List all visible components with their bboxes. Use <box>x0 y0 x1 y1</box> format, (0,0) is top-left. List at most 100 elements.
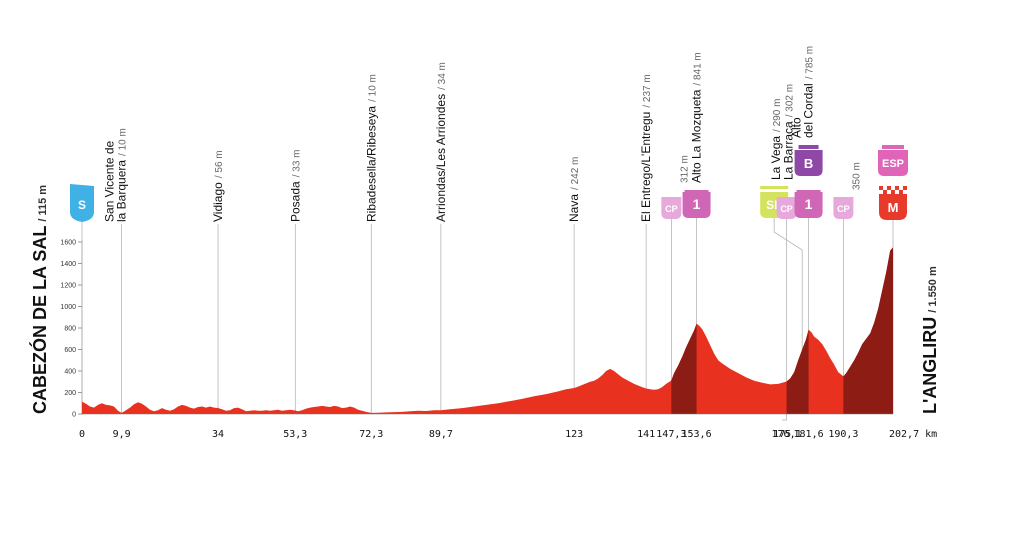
waypoint-name: El Entrego/L'Entregu <box>639 112 653 222</box>
waypoint-name: Nava <box>567 194 581 222</box>
start-badge: S <box>70 184 94 222</box>
y-tick-label: 400 <box>64 369 76 376</box>
badge-shape <box>682 192 711 218</box>
waypoint-altitude: / 34 m <box>437 62 448 90</box>
badge-crown <box>760 186 789 189</box>
badge-label: 1 <box>693 196 701 212</box>
badge-label: 1 <box>805 196 813 212</box>
guide-line <box>773 218 803 414</box>
waypoint-name: Alto La Mozqueta <box>690 89 704 183</box>
badge-crown <box>684 190 709 193</box>
waypoint-label: Vidiago / 56 m <box>211 150 225 222</box>
waypoint-name: Alto <box>790 117 804 138</box>
badge-label: CP <box>837 204 850 214</box>
checker-square <box>899 186 903 190</box>
waypoint-name: la Barquera <box>115 160 129 222</box>
finish-town-altitude: / 1.550 m <box>927 266 939 313</box>
checker-square <box>883 190 887 194</box>
bonus-badge: B <box>794 145 823 176</box>
climb-segment <box>786 329 809 414</box>
finish-badge: M <box>879 186 907 220</box>
y-tick-label: 1600 <box>60 240 76 247</box>
checker-square <box>879 186 883 190</box>
checker-square <box>883 186 887 190</box>
climb-segment <box>843 247 893 414</box>
waypoint-name: La Vega <box>769 136 783 180</box>
badge-label: M <box>888 200 899 215</box>
category-1-badge: 1 <box>794 190 823 218</box>
y-tick-label: 1200 <box>60 283 76 290</box>
badge-label: ESP <box>882 158 904 170</box>
start-town-label: CABEZÓN DE LA SAL / 115 m <box>29 185 50 414</box>
waypoint-name: San Vicente de <box>103 140 117 222</box>
cp-badge: CP <box>661 197 682 219</box>
checker-square <box>899 190 903 194</box>
x-tick-label: 53,3 <box>283 429 307 440</box>
waypoint-altitude: / 302 m <box>785 84 796 117</box>
x-tick-label: 190,3 <box>828 429 858 440</box>
waypoint-altitude: / 10 m <box>367 74 378 102</box>
waypoint-name: Ribadesella/Ribeseya <box>364 106 378 222</box>
y-tick-label: 1000 <box>60 304 76 311</box>
waypoint-label: Nava / 242 m <box>567 157 581 222</box>
waypoint-altitude: / 242 m <box>570 157 581 190</box>
waypoint-name: del Cordal <box>802 83 816 138</box>
waypoint-label: El Entrego/L'Entregu / 237 m <box>639 74 653 222</box>
waypoint-name: Arriondas/Les Arriondes <box>434 94 448 222</box>
x-tick-label: 202,7 km <box>889 429 937 440</box>
waypoint-label: Arriondas/Les Arriondes / 34 m <box>434 62 448 222</box>
waypoint-name: Posada <box>288 181 302 222</box>
badge-shape <box>776 197 797 219</box>
checker-square <box>891 190 895 194</box>
waypoint-altitude: / 290 m <box>772 99 783 132</box>
climb-segment <box>671 323 697 414</box>
badge-crown <box>796 190 821 193</box>
waypoint-labels: San Vicente dela Barquera / 10 m Vidiago / … <box>103 46 863 222</box>
checker-square <box>903 186 907 190</box>
x-tick-label: 175 <box>773 429 791 440</box>
cp-badge: CP <box>776 197 797 219</box>
x-tick-label: 9,9 <box>113 429 131 440</box>
badge-label: B <box>804 156 813 171</box>
y-tick-label: 0 <box>72 412 76 419</box>
waypoint-altitude: / 10 m <box>118 128 129 156</box>
waypoint-label: Altodel Cordal / 785 m <box>790 46 816 138</box>
x-tick-label: 72,3 <box>359 429 383 440</box>
checker-square <box>887 186 891 190</box>
start-town-altitude: / 115 m <box>37 185 49 222</box>
waypoint-label: Alto La Mozqueta / 841 m <box>690 52 704 183</box>
waypoint-altitude: 350 m <box>851 162 862 190</box>
x-tick-label: 123 <box>565 429 583 440</box>
category-1-badge: 1 <box>682 190 711 218</box>
badge-shape <box>794 150 823 176</box>
x-tick-label: 0 <box>79 429 85 440</box>
waypoint-name: Vidiago <box>211 182 225 222</box>
profile-area <box>82 247 893 414</box>
waypoint-label: La Barraca / 302 m <box>782 84 796 180</box>
x-tick-label: 181,6 <box>794 429 824 440</box>
cp-badge: CP <box>833 197 854 219</box>
especial-badge: ESP <box>878 145 908 176</box>
checker-square <box>895 190 899 194</box>
x-tick-label: 89,7 <box>429 429 453 440</box>
checker-square <box>903 190 907 194</box>
waypoint-altitude: / 33 m <box>291 150 302 178</box>
y-tick-label: 1400 <box>60 261 76 268</box>
finish-town-label: L'ANGLIRU / 1.550 m <box>920 266 940 414</box>
badge-label: CP <box>780 204 793 214</box>
checker-square <box>895 186 899 190</box>
elevation-profile <box>82 247 893 415</box>
start-town-name: CABEZÓN DE LA SAL <box>29 226 50 414</box>
badge-shape <box>833 197 854 219</box>
y-tick-label: 200 <box>64 390 76 397</box>
badge-shape <box>70 184 94 222</box>
waypoint-label: Ribadesella/Ribeseya / 10 m <box>364 74 378 222</box>
badge-shape <box>879 194 907 220</box>
badge-label: S <box>78 198 86 212</box>
waypoint-guide-lines <box>81 218 894 421</box>
waypoint-label: Posada / 33 m <box>288 150 302 223</box>
waypoint-altitude: / 56 m <box>214 150 225 178</box>
badge-crown <box>882 145 904 149</box>
